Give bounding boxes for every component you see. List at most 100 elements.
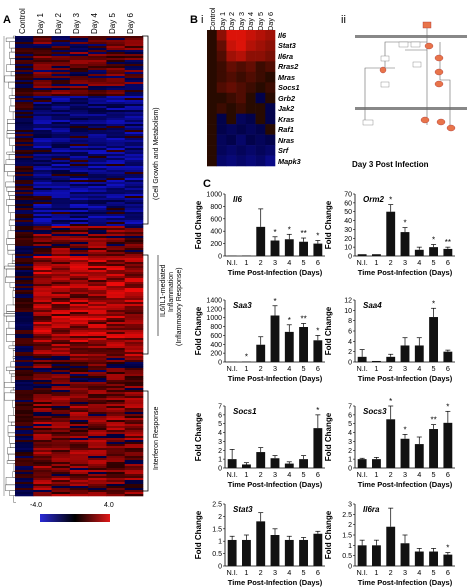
x-tick-label: 3: [273, 364, 277, 373]
x-tick-label: 6: [446, 258, 450, 267]
x-tick-label: 6: [446, 568, 450, 577]
x-tick-label: 5: [432, 364, 436, 373]
chart-title: Il6ra: [363, 505, 380, 514]
bar: [299, 459, 308, 468]
y-tick-label: 60: [344, 200, 352, 207]
chart-il6: 0 200 400 600 800 1000 Il6 Fold Change N.I. 1 2 3 * 4…: [194, 192, 325, 277]
bar: [400, 345, 410, 362]
bar: [270, 315, 280, 362]
y-tick-label: 800: [210, 204, 222, 211]
x-tick-label: 4: [287, 258, 291, 267]
significance-marker: *: [446, 402, 449, 411]
y-tick-label: 6: [218, 412, 222, 419]
significance-marker: *: [389, 397, 392, 406]
significance-marker: **: [300, 229, 306, 238]
bar: [443, 422, 453, 468]
y-tick-label: 0: [348, 466, 352, 473]
bar: [227, 459, 237, 468]
significance-marker: **: [445, 238, 451, 247]
bar: [400, 232, 410, 256]
x-tick-label: 4: [287, 364, 291, 373]
bar: [284, 463, 294, 468]
x-tick-label: 5: [302, 364, 306, 373]
bar: [313, 533, 323, 566]
panel-b-i-label: i: [201, 14, 204, 26]
x-tick-label: 3: [273, 258, 277, 267]
bar: [400, 543, 410, 566]
bar: [242, 255, 251, 256]
x-tick-label: 6: [446, 364, 450, 373]
significance-marker: *: [273, 228, 276, 237]
x-tick-label: 1: [374, 364, 378, 373]
bar: [357, 356, 367, 362]
x-tick-label: 1: [244, 258, 248, 267]
y-axis-label: Fold Change: [194, 412, 203, 461]
y-tick-label: 600: [210, 216, 222, 223]
chart-title: Saa3: [233, 301, 252, 310]
y-tick-label: 1000: [206, 192, 222, 199]
bar: [372, 545, 381, 566]
x-axis-label: Time Post-Infection (Days): [228, 578, 323, 587]
chart-title: Orm2: [363, 195, 384, 204]
panel-b-label: B: [190, 14, 198, 26]
bar: [386, 356, 396, 362]
x-tick-label: N.I.: [356, 258, 367, 267]
x-tick-label: 4: [417, 364, 421, 373]
x-tick-label: 2: [389, 364, 393, 373]
x-tick-label: 6: [316, 364, 320, 373]
x-tick-label: 5: [302, 258, 306, 267]
panel-b-ii-label: ii: [341, 14, 346, 26]
bar: [357, 254, 367, 256]
x-tick-label: 5: [302, 568, 306, 577]
chart-title: Stat3: [233, 505, 253, 514]
chart-title: Il6: [233, 195, 242, 204]
x-tick-label: 5: [432, 568, 436, 577]
gene-label-srf: Srf: [278, 146, 289, 156]
heatmap-a-brackets: [142, 35, 159, 492]
y-axis-label: Fold Change: [324, 412, 333, 461]
x-axis-label: Time Post-Infection (Days): [358, 374, 453, 383]
x-tick-label: N.I.: [226, 470, 237, 479]
colorbar: [40, 514, 110, 522]
bar: [313, 243, 323, 256]
bar: [429, 429, 438, 468]
bar: [284, 331, 294, 362]
pathway-node-il6: [422, 21, 432, 29]
gene-label-jak2: Jak2: [278, 104, 295, 114]
bar: [414, 551, 424, 566]
y-axis-label: Fold Change: [324, 510, 333, 559]
y-tick-label: 0.5: [212, 551, 222, 558]
gene-label-il6: Il6: [278, 31, 287, 40]
y-tick-label: 4: [348, 339, 352, 346]
y-tick-label: 600: [210, 333, 222, 340]
x-tick-label: 2: [259, 258, 263, 267]
y-tick-label: 30: [344, 227, 352, 234]
panel-c-label: C: [203, 178, 211, 190]
bar: [357, 545, 367, 566]
x-tick-label: 2: [389, 258, 393, 267]
x-tick-label: 3: [403, 364, 407, 373]
y-tick-label: 0.5: [342, 553, 352, 560]
bar: [414, 249, 424, 256]
x-tick-label: 6: [446, 470, 450, 479]
gene-label-rras2: Rras2: [278, 62, 299, 72]
bar: [443, 351, 453, 362]
gene-label-kras: Kras: [278, 114, 295, 124]
x-axis-label: Time Post-Infection (Days): [228, 480, 323, 489]
bar: [284, 239, 294, 256]
significance-marker: *: [403, 219, 406, 228]
bar: [429, 317, 438, 362]
gene-label-mapk3: Mapk3: [278, 156, 301, 166]
chart-title: Socs1: [233, 407, 257, 416]
y-axis-label: Fold Change: [194, 306, 203, 355]
bar: [414, 345, 424, 362]
gene-label-grb2: Grb2: [278, 93, 296, 103]
chart-title: Saa4: [363, 301, 382, 310]
y-tick-label: 10: [344, 308, 352, 315]
x-tick-label: 6: [316, 470, 320, 479]
